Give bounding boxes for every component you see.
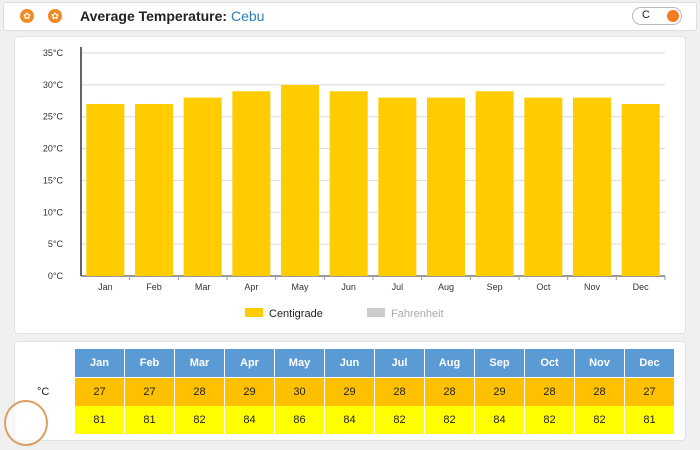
x-tick-label: Feb	[146, 282, 162, 292]
month-header-cell: Dec	[625, 349, 674, 377]
unit-toggle[interactable]: C	[632, 7, 682, 25]
x-tick-label: Dec	[633, 282, 650, 292]
celsius-cell: 28	[575, 378, 624, 406]
bar	[232, 91, 271, 276]
celsius-cell: 30	[275, 378, 324, 406]
thermometer-icon[interactable]: ✿	[20, 9, 34, 23]
bar	[475, 91, 514, 276]
celsius-cell: 27	[625, 378, 674, 406]
x-tick-label: Nov	[584, 282, 601, 292]
city-name: Cebu	[230, 8, 265, 24]
fahrenheit-cell: 84	[225, 406, 274, 434]
celsius-cell: 29	[325, 378, 374, 406]
legend-swatch	[367, 308, 385, 317]
month-header-cell: Mar	[175, 349, 224, 377]
legend-swatch	[245, 308, 263, 317]
bar	[378, 97, 417, 276]
x-tick-label: Oct	[536, 282, 551, 292]
x-tick-label: Jul	[392, 282, 404, 292]
temperature-table: Jan Feb Mar Apr May Jun Jul Aug Sep Oct Nov Dec °C …	[14, 341, 686, 441]
month-header-cell: Jun	[325, 349, 374, 377]
chart-card: 0°C 5°C 10°C 15°C 20°C 25°C 30°C 35°C Jan Feb Mar A…	[14, 36, 686, 334]
fahrenheit-cell: 82	[525, 406, 574, 434]
celsius-cell: 28	[375, 378, 424, 406]
fahrenheit-cell: 86	[275, 406, 324, 434]
bar	[183, 97, 222, 276]
weather-icon[interactable]: ✿	[48, 9, 62, 23]
x-tick-label: Aug	[438, 282, 454, 292]
month-header-cell: Sep	[475, 349, 524, 377]
month-header-cell: Apr	[225, 349, 274, 377]
x-tick-label: Mar	[195, 282, 211, 292]
fahrenheit-cell: 81	[125, 406, 174, 434]
y-tick-label: 35°C	[43, 48, 64, 58]
y-tick-label: 0°C	[48, 271, 64, 281]
y-tick-label: 20°C	[43, 144, 64, 154]
month-header-cell: Aug	[425, 349, 474, 377]
legend-label: Fahrenheit	[391, 308, 444, 320]
y-tick-label: 5°C	[48, 239, 64, 249]
celsius-row-label: °C	[37, 386, 50, 398]
fahrenheit-cell: 82	[175, 406, 224, 434]
x-tick-label: Jun	[341, 282, 356, 292]
title-text: Average Temperature:	[80, 8, 228, 24]
month-header-cell: Nov	[575, 349, 624, 377]
month-header-cell: Jan	[75, 349, 124, 377]
celsius-cell: 27	[125, 378, 174, 406]
celsius-cell: 29	[475, 378, 524, 406]
y-tick-label: 10°C	[43, 207, 64, 217]
bar	[329, 91, 368, 276]
fahrenheit-cell: 82	[575, 406, 624, 434]
y-tick-label: 30°C	[43, 80, 64, 90]
header-bar: ✿ ✿ Average Temperature: Cebu C	[3, 2, 697, 31]
fahrenheit-cell: 81	[625, 406, 674, 434]
fahrenheit-cell: 81	[75, 406, 124, 434]
bar	[135, 103, 173, 276]
bar	[86, 103, 125, 276]
fahrenheit-cell: 82	[375, 406, 424, 434]
celsius-cell: 28	[425, 378, 474, 406]
month-header-cell: May	[275, 349, 324, 377]
celsius-cell: 28	[175, 378, 224, 406]
fahrenheit-cell: 84	[325, 406, 374, 434]
bar	[621, 103, 660, 276]
bar	[573, 97, 611, 276]
bar	[427, 97, 465, 276]
temperature-bar-chart: 0°C 5°C 10°C 15°C 20°C 25°C 30°C 35°C Jan Feb Mar A…	[43, 47, 666, 320]
fahrenheit-cell: 82	[425, 406, 474, 434]
bar	[524, 97, 563, 276]
month-header-cell: Jul	[375, 349, 424, 377]
x-tick-label: Jan	[98, 282, 113, 292]
x-tick-label: Sep	[487, 282, 503, 292]
toggle-knob-icon	[667, 10, 679, 22]
celsius-cell: 29	[225, 378, 274, 406]
celsius-cell: 28	[525, 378, 574, 406]
unit-toggle-label: C	[642, 9, 650, 21]
celsius-cell: 27	[75, 378, 124, 406]
legend-label: Centigrade	[269, 308, 323, 320]
y-tick-label: 15°C	[43, 175, 64, 185]
fahrenheit-cell: 84	[475, 406, 524, 434]
watermark-logo-icon	[4, 400, 48, 446]
page-title: Average Temperature: Cebu	[80, 8, 264, 24]
x-tick-label: Apr	[244, 282, 258, 292]
month-header-cell: Oct	[525, 349, 574, 377]
x-tick-label: May	[291, 282, 309, 292]
y-tick-label: 25°C	[43, 112, 64, 122]
month-header-cell: Feb	[125, 349, 174, 377]
bar	[281, 84, 319, 276]
